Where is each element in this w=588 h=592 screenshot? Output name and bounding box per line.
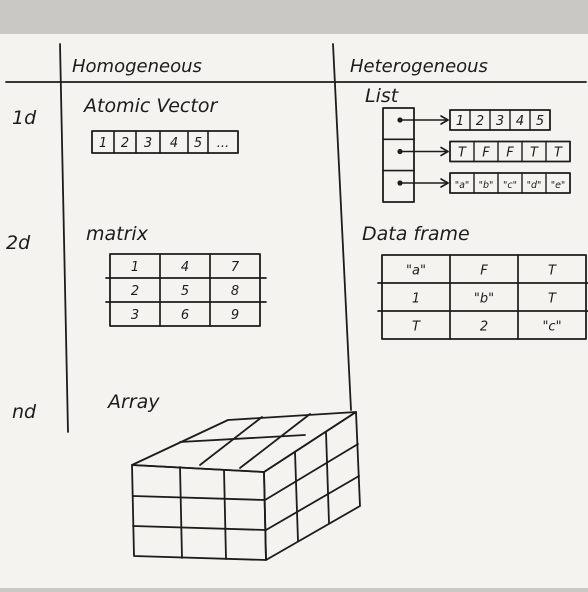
- array-front-row-1: [132, 495, 266, 501]
- matrix-title: matrix: [86, 223, 149, 245]
- row-label-1d: 1d: [12, 107, 37, 129]
- list-vector-cell: "b": [479, 180, 494, 191]
- matrix-cell: 8: [231, 284, 239, 299]
- matrix-cell: 9: [231, 308, 239, 323]
- grid-lines: [5, 43, 587, 433]
- array-right-row-2: [265, 475, 360, 531]
- atomic-vector-box: [91, 130, 239, 154]
- data-frame-grid: "a" F T1 "b" TT 2 "c": [377, 254, 588, 340]
- data-frame-cell: "c": [542, 320, 561, 335]
- atomic-vector-cell: ...: [217, 136, 229, 151]
- matrix-cell: 7: [231, 260, 240, 275]
- array-front-col-1: [179, 466, 183, 559]
- matrix-cell: 5: [181, 284, 189, 299]
- list-vector-cell: 3: [496, 114, 504, 129]
- atomic-vector-cell: 5: [194, 136, 202, 151]
- matrix-cell: 4: [181, 260, 189, 275]
- data-frame-cell: T: [548, 292, 557, 307]
- matrix-cell: 3: [131, 308, 139, 323]
- array-front-row-2: [132, 525, 267, 531]
- list-vector-cell: "c": [503, 180, 517, 191]
- matrix-grid: 1 4 7 2 5 8 3 6 9: [105, 253, 267, 327]
- data-frame-border: [381, 254, 587, 340]
- data-frame-cell: T: [412, 320, 421, 335]
- array-right-col-1: [294, 451, 299, 542]
- array-top-line-1: [179, 434, 306, 443]
- list-vector-cell: T: [530, 146, 539, 161]
- list-arrow-head: [440, 115, 449, 125]
- list-diagram: 1 2 3 4 5T F F T T"a" "b" "c" "d" "e": [382, 107, 571, 203]
- list-vector-cell: 1: [456, 114, 464, 129]
- array-top-line-2: [199, 416, 263, 466]
- list-vector-box: [449, 109, 551, 131]
- list-title: List: [365, 85, 400, 107]
- matrix-cell: 1: [131, 260, 139, 275]
- data-frame-title: Data frame: [362, 223, 470, 245]
- matrix-border: [109, 253, 261, 327]
- row-label-2d: 2d: [6, 232, 31, 254]
- list-container: [382, 107, 415, 203]
- data-frame-cell: "b": [474, 292, 494, 307]
- list-vector-cell: F: [506, 146, 514, 161]
- atomic-vector-cell: 2: [121, 136, 129, 151]
- atomic-vector-cell: 3: [144, 136, 152, 151]
- atomic-vector-title: Atomic Vector: [82, 95, 218, 117]
- list-vector-cell: 2: [476, 114, 484, 129]
- list-vector-cell: "d": [527, 180, 542, 191]
- data-frame-cell: 2: [480, 320, 488, 335]
- data-frame-cell: T: [548, 264, 557, 279]
- list-arrow-head: [440, 146, 449, 157]
- array-front-col-2: [223, 469, 227, 560]
- list-arrow-head: [440, 178, 449, 188]
- list-vector-cell: T: [458, 146, 467, 161]
- list-vector-box: [449, 140, 571, 163]
- matrix-cell: 2: [131, 284, 139, 299]
- list-vector-cell: "e": [551, 180, 566, 191]
- list-vector-cell: T: [554, 146, 563, 161]
- data-frame-cell: "a": [406, 264, 426, 279]
- list-vector-cell: "a": [455, 180, 470, 191]
- header-homogeneous: Homogeneous: [72, 56, 202, 77]
- atomic-vector-cell: 4: [170, 136, 178, 151]
- array-right-col-2: [325, 431, 330, 524]
- list-vector-cell: 4: [516, 114, 524, 129]
- list-vector-cell: 5: [536, 114, 544, 129]
- header-heterogeneous: Heterogeneous: [350, 56, 488, 77]
- array-title: Array: [106, 391, 160, 413]
- left-divider: [59, 43, 69, 433]
- right-divider: [332, 43, 352, 411]
- atomic-vector-cell: 1: [99, 136, 107, 151]
- data-frame-cell: F: [480, 264, 488, 279]
- list-vector-box: [449, 172, 571, 194]
- array-right-row-1: [264, 443, 359, 501]
- array-top-line-3: [239, 413, 311, 469]
- row-label-nd: nd: [12, 401, 37, 423]
- matrix-cell: 6: [181, 308, 189, 323]
- array-cube: [131, 411, 361, 561]
- data-frame-cell: 1: [412, 292, 420, 307]
- atomic-vector-cells: 1 2 3 4 5...: [91, 130, 239, 154]
- list-vector-cell: F: [482, 146, 490, 161]
